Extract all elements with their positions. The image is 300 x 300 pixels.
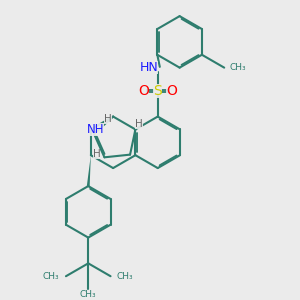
Text: O: O: [138, 84, 149, 98]
Text: CH₃: CH₃: [80, 290, 97, 299]
Text: HN: HN: [139, 61, 158, 74]
Text: H: H: [93, 149, 101, 159]
Text: H: H: [135, 119, 143, 129]
Text: CH₃: CH₃: [117, 272, 134, 281]
Text: H: H: [104, 114, 112, 124]
Text: O: O: [167, 84, 177, 98]
Polygon shape: [87, 155, 91, 186]
Text: NH: NH: [87, 123, 104, 136]
Text: CH₃: CH₃: [230, 63, 247, 72]
Text: CH₃: CH₃: [43, 272, 59, 281]
Text: S: S: [153, 84, 162, 98]
